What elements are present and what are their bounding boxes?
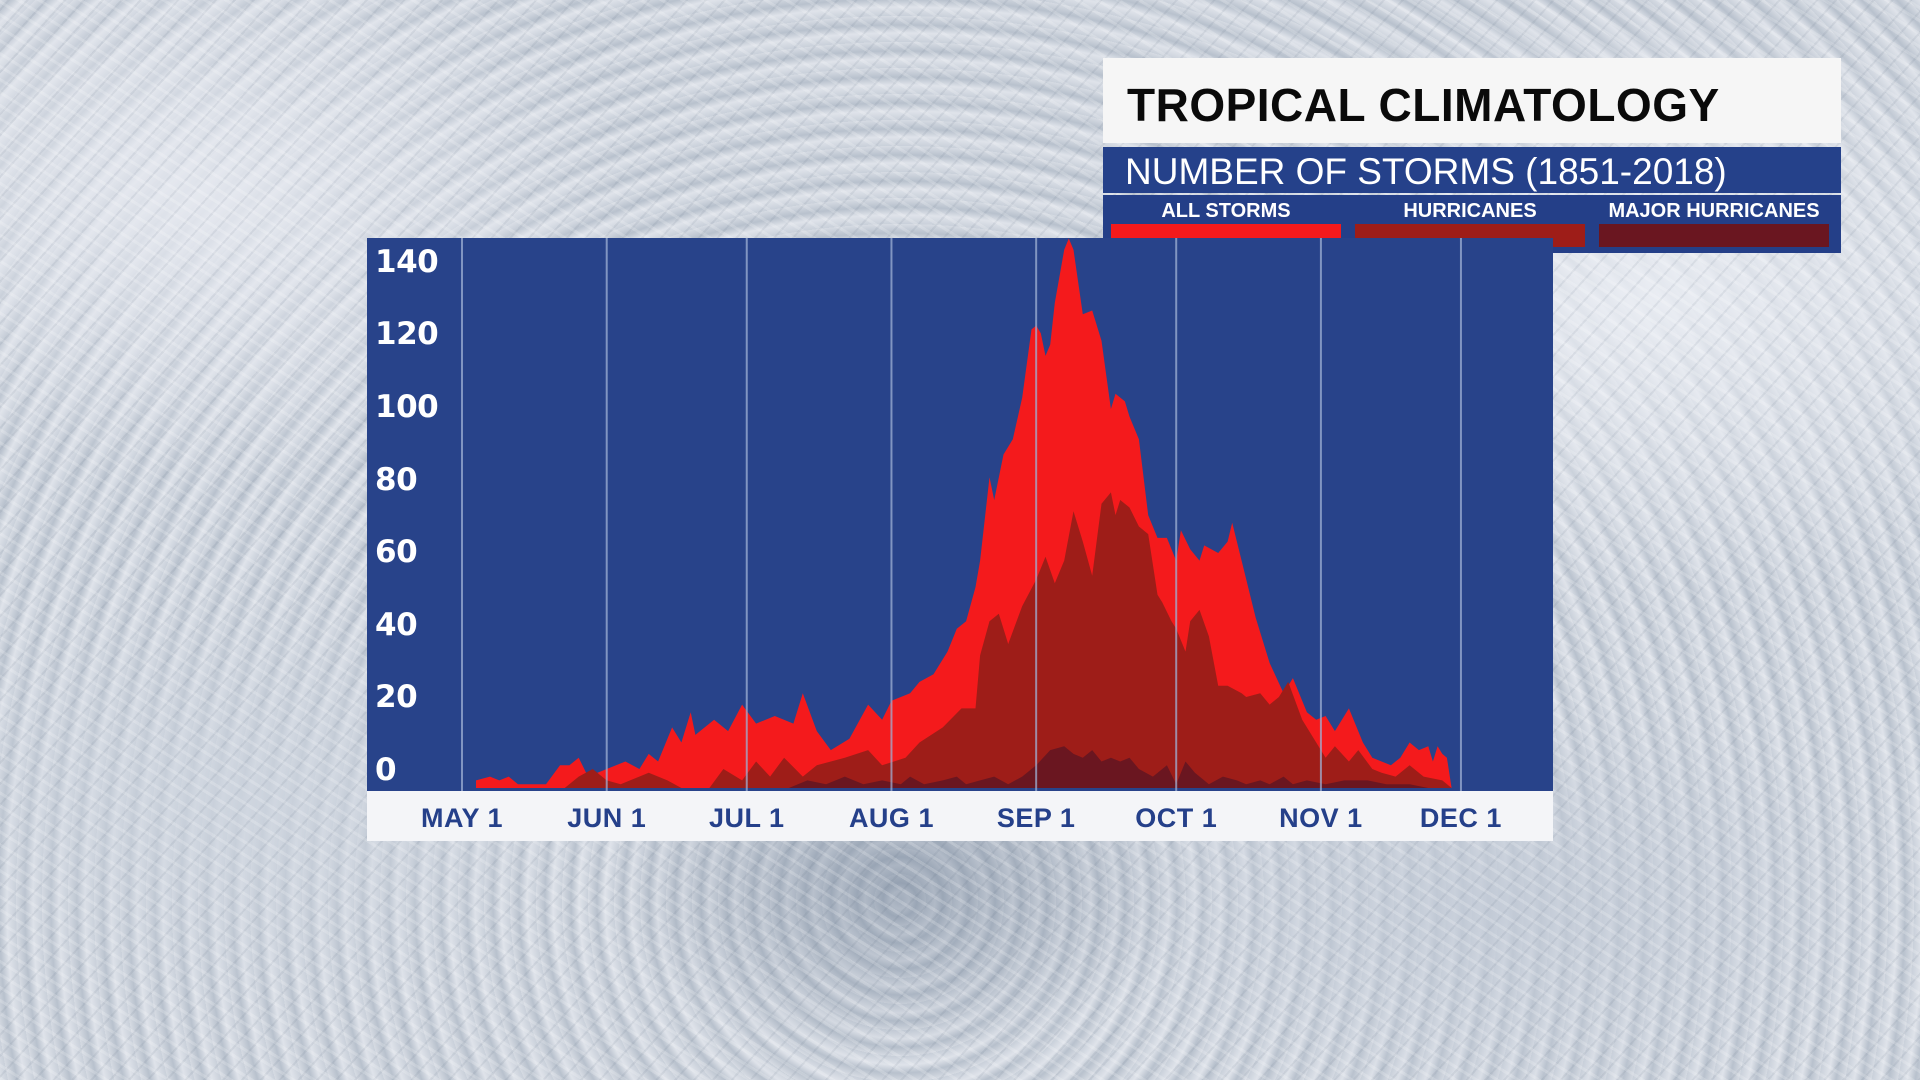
y-tick-label: 140 [375,243,439,280]
chart-title: TROPICAL CLIMATOLOGY [1127,79,1720,131]
x-tick-label: AUG 1 [848,803,934,833]
title-banner: TROPICAL CLIMATOLOGY [1103,58,1841,143]
x-tick-label: OCT 1 [1135,803,1218,833]
series-area-all-storms [476,238,1452,788]
chart-panel: 0 20 40 60 80 100 120 140 MAY 1 JUN 1 JUL 1 AUG 1 S… [367,238,1553,841]
legend-swatch-major-hurricanes [1599,224,1829,247]
x-tick-label: NOV 1 [1279,803,1363,833]
chart-subtitle: NUMBER OF STORMS (1851-2018) [1125,151,1727,192]
plot-area: 0 20 40 60 80 100 120 140 [367,238,1553,791]
x-tick-label: DEC 1 [1419,803,1502,833]
y-tick-label: 20 [375,679,418,716]
series-area-major-hurricanes [788,746,1452,788]
series-area-hurricanes [564,492,1452,788]
y-tick-label: 80 [375,461,418,498]
x-tick-label: MAY 1 [420,803,504,833]
x-tick-label: JUL 1 [708,803,785,833]
legend-label: ALL STORMS [1161,200,1291,222]
legend-item-major-hurricanes: MAJOR HURRICANES [1595,195,1833,253]
y-tick-label: 40 [375,606,418,643]
y-tick-label: 60 [375,534,418,571]
area-chart [461,238,1462,791]
subtitle-banner: NUMBER OF STORMS (1851-2018) [1103,147,1841,193]
x-axis: MAY 1 JUN 1 JUL 1 AUG 1 SEP 1 OCT 1 NOV 1 DEC 1 [367,791,1553,841]
x-tick-label: JUN 1 [567,803,647,833]
x-tick-label: SEP 1 [996,803,1076,833]
legend-label: HURRICANES [1403,200,1537,222]
y-tick-label: 100 [375,389,439,425]
y-tick-label: 120 [375,316,439,353]
y-tick-label: 0 [375,752,397,788]
legend-label: MAJOR HURRICANES [1608,200,1820,222]
